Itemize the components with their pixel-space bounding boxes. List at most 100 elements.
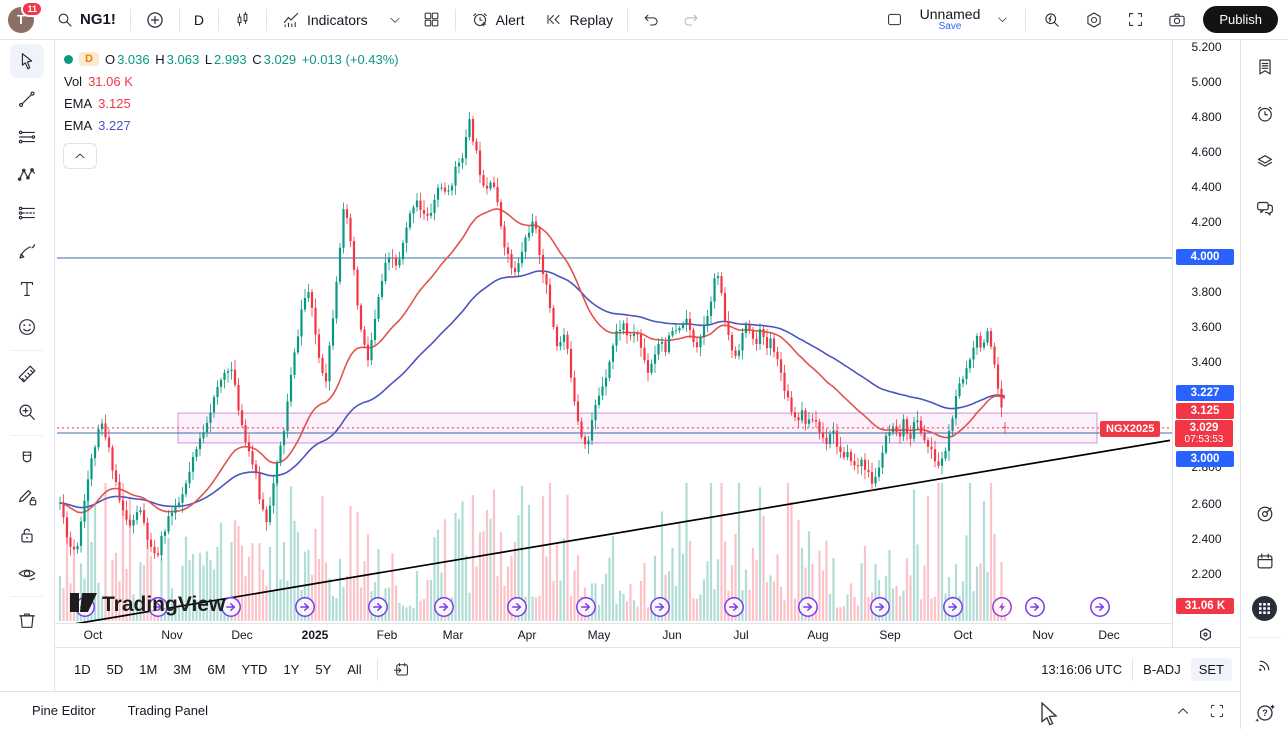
trend-line-tool[interactable] [10,82,44,116]
price-axis[interactable]: 5.200 5.000 4.800 4.600 4.400 4.200 3.800 3.600… [1172,40,1240,647]
layout-grid-button[interactable] [416,6,447,33]
price-level-badge: 31.06 K [1176,598,1234,614]
redo-button[interactable] [675,6,706,33]
symbol-search-button[interactable]: NG1! [50,7,122,33]
range-1M[interactable]: 1M [139,662,158,677]
settings-button[interactable] [1078,6,1110,34]
range-6M[interactable]: 6M [207,662,226,677]
trend-line-drawing[interactable] [61,439,1171,627]
rollover-marker[interactable] [507,597,527,617]
price-tick: 3.800 [1191,285,1222,299]
pattern-tool[interactable] [10,158,44,192]
range-All[interactable]: All [347,662,362,677]
compare-add-button[interactable] [139,6,171,34]
text-tool[interactable] [10,272,44,306]
ema2-value: 3.227 [98,117,131,133]
chat-button[interactable] [1248,191,1282,225]
indicator-templates-button[interactable] [382,9,408,31]
screener-button[interactable] [1248,497,1282,531]
layout-menu-button[interactable] [990,9,1015,30]
ema-line-3.125[interactable] [59,208,1006,514]
rollover-marker[interactable] [368,597,388,617]
legend-collapse-button[interactable] [63,143,97,169]
interval-button[interactable]: D [188,8,210,32]
rollover-marker[interactable] [724,597,744,617]
range-3M[interactable]: 3M [173,662,192,677]
rollover-marker[interactable] [1090,597,1110,617]
magnet-tool[interactable] [10,442,44,476]
replay-button[interactable]: Replay [538,6,619,33]
remove-drawings-tool[interactable] [10,603,44,637]
rollover-marker[interactable] [943,597,963,617]
layout-select-button[interactable] [879,6,910,33]
apps-menu-button[interactable] [1248,591,1282,625]
watchlist-button[interactable] [1248,50,1282,84]
drawing-mode-tool[interactable] [10,480,44,514]
rollover-marker[interactable] [221,597,241,617]
legend-volume-row[interactable]: Vol 31.06 K [64,70,401,92]
ema-line-3.227[interactable] [59,270,1006,509]
chevron-down-icon [390,17,400,23]
alerts-panel-button[interactable] [1248,97,1282,131]
session-toggle[interactable]: SET [1190,658,1232,681]
snapshot-button[interactable] [1161,6,1193,34]
ema1-value: 3.125 [98,95,131,111]
price-tick: 2.600 [1191,497,1222,511]
legend-ema2-row[interactable]: EMA 3.227 [64,114,401,136]
separator [1025,8,1027,31]
chart-canvas[interactable]: TradingView [55,40,1172,627]
clock[interactable]: 13:16:06 UTC [1041,662,1123,677]
undo-button[interactable] [636,6,667,33]
brush-tool[interactable] [10,234,44,268]
range-1D[interactable]: 1D [74,662,91,677]
range-1Y[interactable]: 1Y [283,662,300,677]
rollover-marker[interactable] [650,597,670,617]
user-avatar[interactable]: T 11 [8,0,43,33]
legend-ema1-row[interactable]: EMA 3.125 [64,92,401,114]
measure-tool[interactable] [10,357,44,391]
projection-tool[interactable] [10,196,44,230]
indicators-button[interactable]: Indicators [275,6,374,34]
tab-trading-panel[interactable]: Trading Panel [127,703,209,718]
object-tree-button[interactable] [1248,144,1282,178]
rollover-marker[interactable] [576,597,596,617]
alert-button[interactable]: Alert [464,6,531,34]
fullscreen-button[interactable] [1120,6,1151,33]
time-tick: Sep [879,628,901,642]
rollover-marker[interactable] [1025,597,1045,617]
quick-search-button[interactable] [1036,6,1068,34]
fib-retracement-icon [18,206,35,220]
range-5Y[interactable]: 5Y [315,662,332,677]
price-tick: 4.800 [1191,110,1222,124]
adjustment-toggle[interactable]: B-ADJ [1143,662,1181,677]
zoom-in-tool[interactable] [10,395,44,429]
legend-ohlc-row[interactable]: D O 3.036 H 3.063 L 2.993 C 3.029 +0.013 (+0… [64,48,401,70]
rollover-marker[interactable] [434,597,454,617]
calendar-button[interactable] [1248,544,1282,578]
contract-switch-marker[interactable] [992,597,1012,617]
expand-panel-icon[interactable] [1174,702,1192,720]
horizontal-lines-tool[interactable] [10,120,44,154]
hide-drawings-tool[interactable] [10,556,44,590]
maximize-panel-icon[interactable] [1208,702,1226,720]
rollover-marker[interactable] [870,597,890,617]
help-button[interactable]: ? [1248,695,1282,729]
tab-pine-editor[interactable]: Pine Editor [32,703,96,718]
rollover-marker[interactable] [798,597,818,617]
axis-settings-icon[interactable] [1198,627,1213,647]
redo-icon [684,14,698,26]
data-feed-status-button[interactable] [1248,648,1282,682]
cursor-tool[interactable] [10,44,44,78]
range-5D[interactable]: 5D [106,662,124,677]
rollover-marker[interactable] [295,597,315,617]
range-YTD[interactable]: YTD [241,662,268,677]
chart-style-button[interactable] [227,6,258,33]
chevron-down-icon [998,17,1008,23]
lock-drawings-tool[interactable] [10,518,44,552]
rollover-marker[interactable] [148,597,168,617]
layout-name-button[interactable]: Unnamed Save [920,7,981,32]
publish-button[interactable]: Publish [1203,6,1278,33]
emoji-tool[interactable] [10,310,44,344]
go-to-date-button[interactable] [386,656,417,683]
time-axis[interactable]: Oct Nov Dec 2025 Feb Mar Apr May Jun Jul Aug Sep Oct… [55,623,1172,647]
